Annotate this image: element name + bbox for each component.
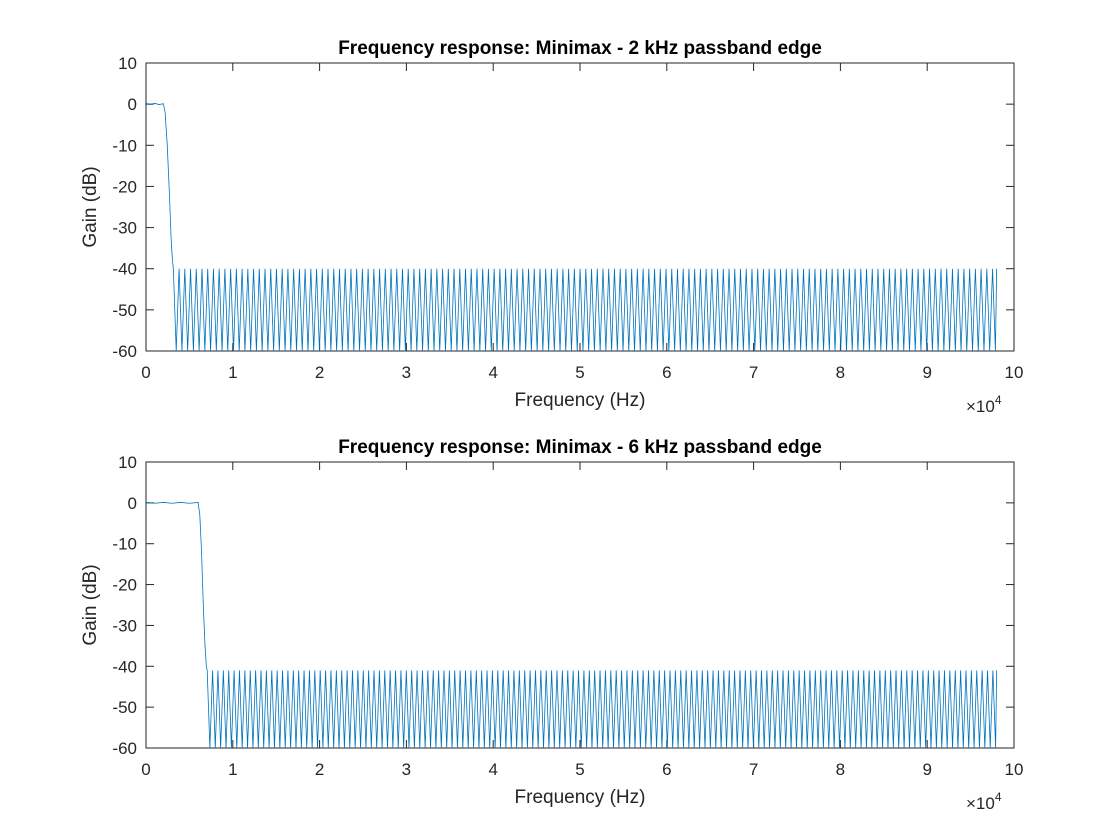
y-tick-label: -40 [112, 260, 137, 279]
plot-area [145, 62, 1015, 352]
x-tick-label: 2 [315, 363, 324, 382]
plot-area [145, 461, 1015, 749]
x-tick-label: 1 [228, 363, 237, 382]
x-tick-label: 10 [1005, 363, 1024, 382]
x-tick-label: 10 [1005, 760, 1024, 779]
y-tick-label: -20 [112, 576, 137, 595]
chart-title: Frequency response: Minimax - 6 kHz pass… [338, 437, 822, 458]
y-tick-label: -30 [112, 616, 137, 635]
x-tick-label: 0 [141, 760, 150, 779]
y-tick-label: 10 [118, 453, 137, 472]
x-tick-label: 1 [228, 760, 237, 779]
x-tick-label: 6 [662, 760, 671, 779]
axis-ticks: 0 1 2 3 4 5 6 7 8 9 10 -60 -50 -40 -30 -20 -10 0 10 [112, 54, 1023, 382]
frequency-response-series [145, 102, 998, 352]
y-tick-label: -50 [112, 698, 137, 717]
x-tick-label: 6 [662, 363, 671, 382]
x-tick-label: 4 [488, 760, 497, 779]
x-tick-label: 8 [836, 760, 845, 779]
y-tick-label: 0 [128, 494, 137, 513]
x-tick-label: 3 [402, 760, 411, 779]
x-tick-label: 9 [922, 760, 931, 779]
x-axis-exponent: ×104 [966, 790, 1002, 813]
y-tick-label: -60 [112, 739, 137, 758]
x-tick-label: 7 [749, 760, 758, 779]
y-tick-label: 0 [128, 95, 137, 114]
y-axis-label: Gain (dB) [80, 564, 101, 645]
x-tick-label: 5 [575, 760, 584, 779]
y-tick-label: -20 [112, 177, 137, 196]
y-tick-label: -10 [112, 535, 137, 554]
frequency-response-2khz-plot: Frequency response: Minimax - 2 kHz pass… [80, 38, 1023, 416]
x-tick-label: 0 [141, 363, 150, 382]
y-tick-label: 10 [118, 54, 137, 73]
y-tick-label: -30 [112, 219, 137, 238]
y-axis-label: Gain (dB) [80, 166, 101, 247]
x-tick-label: 9 [922, 363, 931, 382]
y-tick-label: -40 [112, 657, 137, 676]
x-tick-label: 8 [836, 363, 845, 382]
x-tick-label: 3 [402, 363, 411, 382]
axis-ticks: 0 1 2 3 4 5 6 7 8 9 10 -60 -50 -40 -30 -20 -10 0 10 [112, 453, 1023, 779]
x-axis-label: Frequency (Hz) [515, 390, 646, 411]
x-tick-label: 4 [488, 363, 497, 382]
y-tick-label: -50 [112, 301, 137, 320]
y-tick-label: -60 [112, 342, 137, 361]
y-tick-label: -10 [112, 136, 137, 155]
frequency-response-series [145, 502, 998, 749]
x-tick-label: 5 [575, 363, 584, 382]
x-tick-label: 2 [315, 760, 324, 779]
chart-title: Frequency response: Minimax - 2 kHz pass… [338, 38, 822, 59]
x-axis-label: Frequency (Hz) [515, 787, 646, 808]
x-axis-exponent: ×104 [966, 393, 1002, 416]
x-tick-label: 7 [749, 363, 758, 382]
frequency-response-6khz-plot: Frequency response: Minimax - 6 kHz pass… [80, 437, 1023, 813]
